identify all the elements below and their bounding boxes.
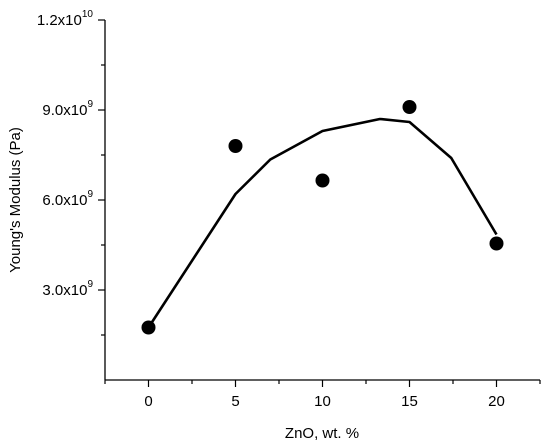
y-tick-mantissa: 3.0x10	[42, 282, 87, 299]
y-tick-mantissa: 1.2x10	[37, 12, 82, 29]
data-point	[402, 100, 417, 114]
y-tick-label: 3.0x109	[42, 279, 93, 299]
y-tick-exponent: 9	[87, 279, 93, 290]
y-tick-label: 6.0x109	[42, 189, 93, 209]
x-tick-label: 5	[231, 393, 239, 410]
y-tick-label: 1.2x1010	[37, 9, 94, 29]
trend-line	[147, 117, 498, 329]
data-point	[141, 320, 156, 335]
y-axis-title: Young's Modulus (Pa)	[7, 127, 24, 273]
y-tick-exponent: 9	[87, 99, 93, 110]
x-tick-label: 0	[144, 393, 152, 410]
x-ticks: 0 5 10 15 20	[104, 380, 541, 410]
x-axis-title: ZnO, wt. %	[285, 425, 359, 442]
y-tick-mantissa: 9.0x10	[42, 102, 87, 119]
y-tick-exponent: 9	[87, 189, 93, 200]
series-points	[141, 100, 504, 335]
y-tick-label: 9.0x109	[42, 99, 93, 119]
data-point	[315, 173, 330, 188]
y-tick-mantissa: 6.0x10	[42, 192, 87, 209]
x-tick-label: 20	[488, 393, 505, 410]
x-tick-label: 10	[314, 393, 331, 410]
data-point	[489, 236, 504, 251]
series-lines	[147, 117, 498, 329]
y-tick-exponent: 10	[82, 9, 94, 20]
data-point	[228, 139, 243, 153]
x-tick-label: 15	[401, 393, 418, 410]
